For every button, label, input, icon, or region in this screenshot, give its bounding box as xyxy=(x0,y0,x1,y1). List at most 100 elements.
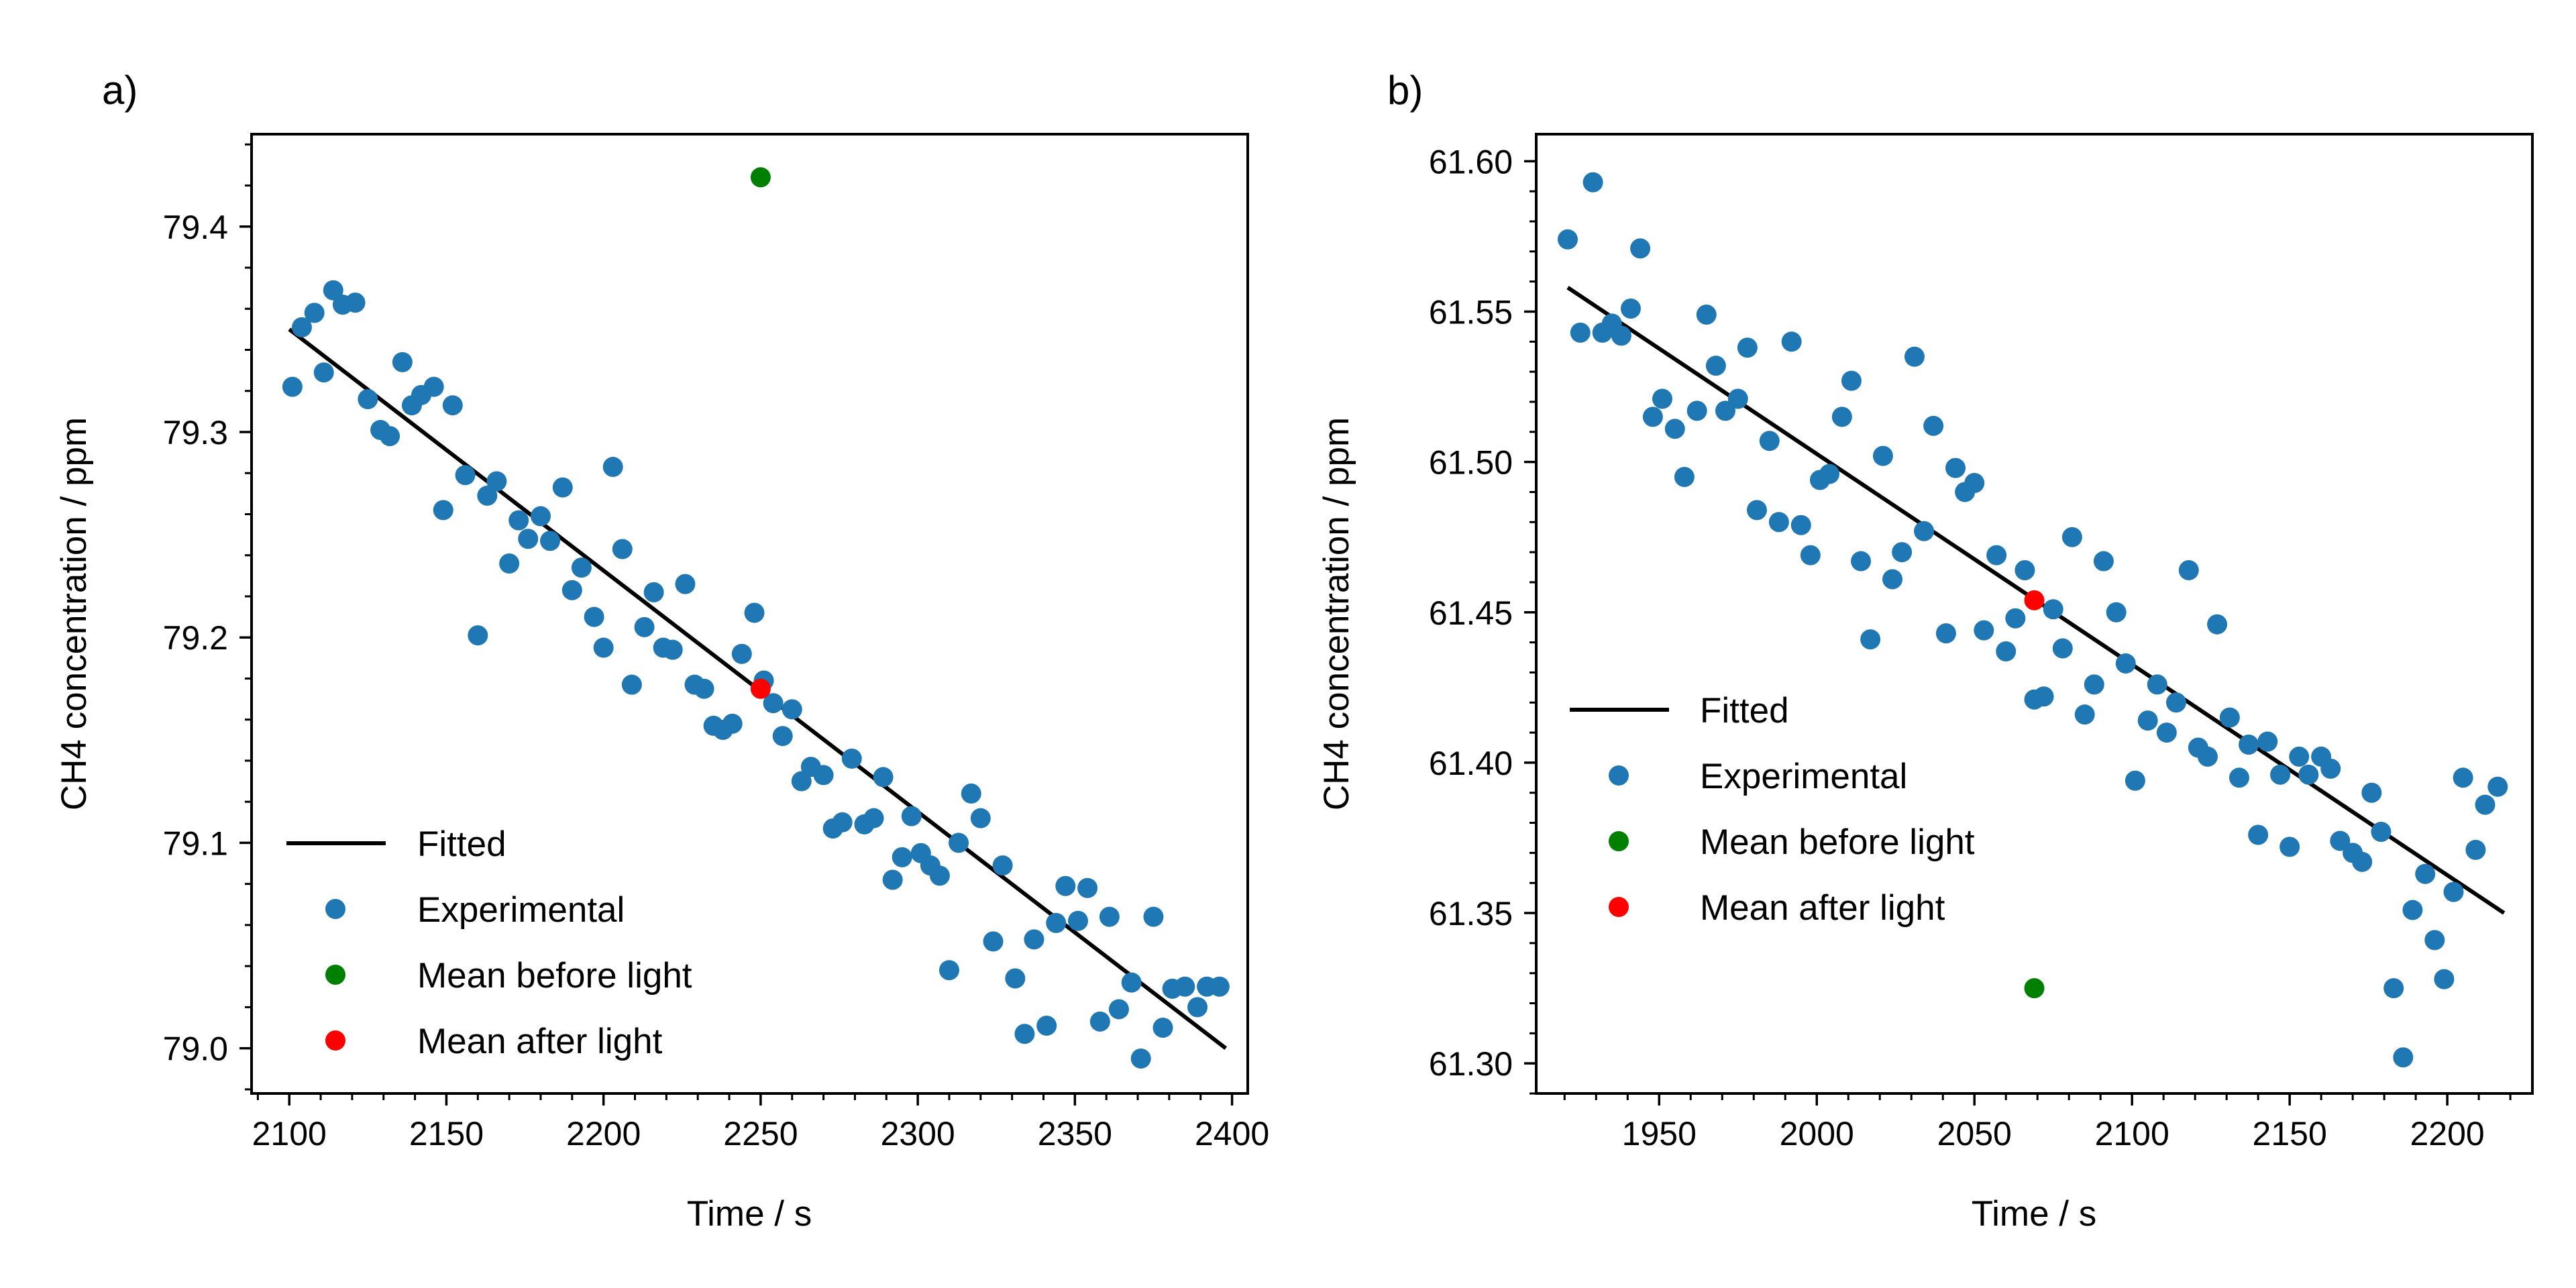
experimental-point xyxy=(2125,770,2145,791)
x-axis-label: Time / s xyxy=(687,1194,812,1234)
experimental-point xyxy=(1143,906,1164,927)
experimental-point xyxy=(1152,1018,1173,1038)
x-tick-label: 2300 xyxy=(881,1115,955,1152)
experimental-point xyxy=(938,960,959,981)
x-axis-label: Time / s xyxy=(1972,1194,2096,1234)
experimental-point xyxy=(2207,614,2228,635)
experimental-point xyxy=(1187,997,1208,1018)
experimental-point xyxy=(1872,445,1893,466)
experimental-point xyxy=(1014,1024,1035,1044)
x-tick-label: 2200 xyxy=(566,1115,641,1152)
plot-area xyxy=(1557,172,2508,1068)
experimental-point xyxy=(1904,346,1925,367)
experimental-point xyxy=(1630,238,1651,259)
legend-marker-swatch xyxy=(1609,897,1629,917)
experimental-point xyxy=(323,280,343,301)
experimental-point xyxy=(1831,407,1852,427)
experimental-point xyxy=(2106,602,2127,623)
experimental-point xyxy=(345,292,366,313)
panel-label: a) xyxy=(102,68,138,113)
legend: Fitted Experimental Mean before light Mean … xyxy=(286,824,692,1061)
plot-area xyxy=(282,167,1230,1069)
experimental-point xyxy=(2197,746,2218,767)
experimental-point xyxy=(2383,978,2404,999)
experimental-point xyxy=(477,485,498,506)
experimental-point xyxy=(2257,731,2278,752)
x-tick-label: 2250 xyxy=(723,1115,798,1152)
experimental-point xyxy=(2219,707,2240,728)
y-tick-label: 61.30 xyxy=(1429,1045,1513,1083)
experimental-point xyxy=(530,506,551,527)
experimental-point xyxy=(841,748,862,769)
experimental-point xyxy=(2320,758,2341,779)
experimental-point xyxy=(1974,620,1994,641)
x-tick-label: 2200 xyxy=(2410,1115,2485,1152)
experimental-point xyxy=(634,616,655,637)
experimental-point xyxy=(763,693,784,714)
experimental-point xyxy=(433,500,453,521)
experimental-point xyxy=(1790,515,1811,535)
legend-label: Experimental xyxy=(417,890,625,930)
experimental-point xyxy=(1557,229,1578,250)
experimental-point xyxy=(772,726,793,747)
axis-ticks: 1950 2000 2050 2100 2150 2200 61.30 61.35 61.40 6… xyxy=(1429,143,2512,1152)
experimental-point xyxy=(882,869,903,890)
experimental-point xyxy=(722,713,743,734)
y-tick-label: 61.35 xyxy=(1429,895,1513,932)
experimental-point xyxy=(1781,331,1802,352)
experimental-point xyxy=(731,643,752,664)
experimental-point xyxy=(1674,467,1695,488)
experimental-point xyxy=(552,477,573,498)
experimental-point xyxy=(643,582,664,602)
y-tick-label: 61.55 xyxy=(1429,293,1513,331)
experimental-point xyxy=(832,812,853,833)
experimental-point xyxy=(863,808,884,828)
experimental-point xyxy=(1570,322,1591,343)
experimental-point xyxy=(1642,407,1663,427)
mean-before-light-point xyxy=(750,167,771,188)
y-axis-label: CH4 concentration / ppm xyxy=(1317,417,1356,810)
axis-ticks: 2100 2150 2200 2250 2300 2350 2400 79.0 79.1 79.2… xyxy=(163,143,1269,1152)
y-tick-label: 61.45 xyxy=(1429,594,1513,632)
experimental-point xyxy=(2239,735,2259,755)
experimental-point xyxy=(901,806,922,826)
legend-label: Mean after light xyxy=(417,1022,663,1061)
mean-after-light-point xyxy=(2024,590,2045,610)
experimental-point xyxy=(313,362,334,383)
y-tick-label: 79.3 xyxy=(163,414,228,451)
experimental-point xyxy=(571,557,592,578)
panel-label: b) xyxy=(1387,68,1423,113)
experimental-point xyxy=(2165,692,2186,713)
experimental-point xyxy=(2015,560,2035,580)
experimental-point xyxy=(2147,674,2167,695)
experimental-point xyxy=(1696,304,1717,325)
experimental-point xyxy=(1964,473,1985,493)
experimental-point xyxy=(1664,419,1685,439)
experimental-point xyxy=(1914,521,1935,541)
x-tick-label: 2000 xyxy=(1780,1115,1854,1152)
experimental-point xyxy=(2424,930,2445,951)
experimental-point xyxy=(1935,623,1956,644)
experimental-point xyxy=(2043,599,2063,620)
experimental-point xyxy=(1611,325,1631,346)
legend-marker-swatch xyxy=(325,899,345,919)
experimental-point xyxy=(291,317,312,337)
experimental-point xyxy=(282,376,303,397)
experimental-point xyxy=(2084,674,2104,695)
experimental-point xyxy=(2361,782,2382,803)
legend-marker-swatch xyxy=(1609,831,1629,851)
experimental-point xyxy=(561,580,582,600)
experimental-point xyxy=(2415,863,2436,884)
experimental-point xyxy=(1882,569,1903,590)
legend-label: Fitted xyxy=(1700,691,1789,731)
experimental-point xyxy=(1923,415,1944,436)
experimental-point xyxy=(1175,976,1195,997)
experimental-point xyxy=(1686,400,1707,421)
experimental-point xyxy=(2371,822,2392,842)
experimental-point xyxy=(2330,830,2351,851)
experimental-point xyxy=(612,539,633,559)
experimental-point xyxy=(1759,431,1780,451)
experimental-point xyxy=(1209,976,1230,997)
experimental-point xyxy=(1819,464,1840,484)
